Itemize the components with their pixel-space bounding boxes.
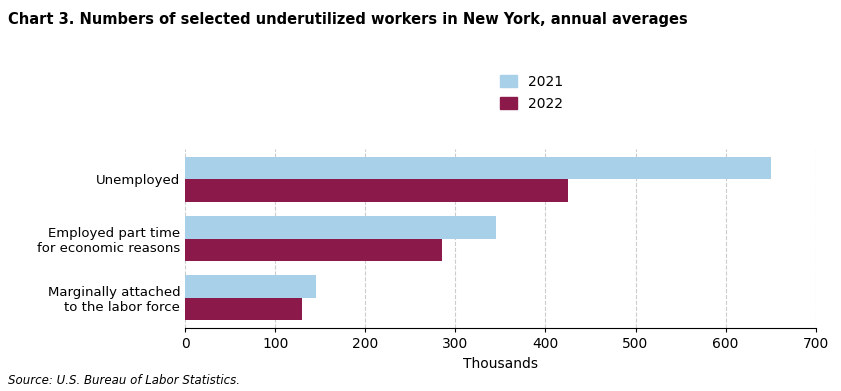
- Bar: [185, 157, 770, 179]
- Text: Source: U.S. Bureau of Labor Statistics.: Source: U.S. Bureau of Labor Statistics.: [8, 374, 241, 387]
- Legend: 2021, 2022: 2021, 2022: [500, 75, 563, 111]
- Bar: [185, 275, 315, 298]
- Bar: [185, 298, 302, 320]
- Bar: [185, 216, 496, 239]
- Bar: [185, 239, 442, 261]
- X-axis label: Thousands: Thousands: [463, 357, 538, 371]
- Bar: [185, 179, 568, 202]
- Text: Chart 3. Numbers of selected underutilized workers in New York, annual averages: Chart 3. Numbers of selected underutiliz…: [8, 12, 688, 27]
